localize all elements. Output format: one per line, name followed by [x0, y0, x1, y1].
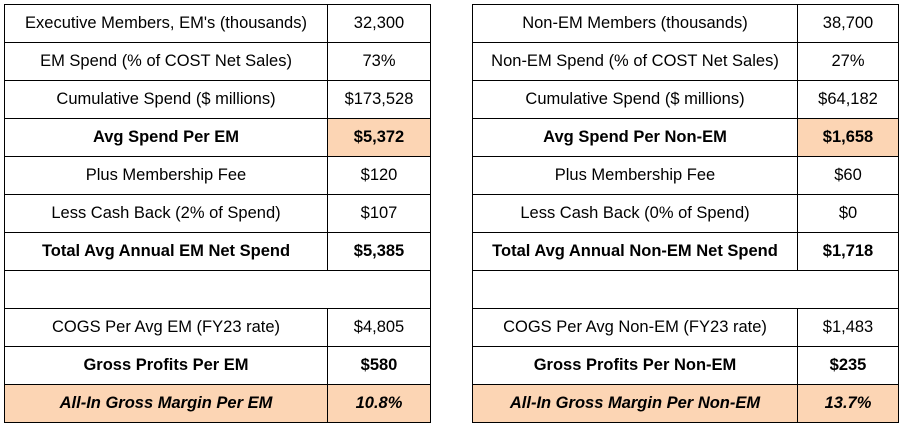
table-row: Cumulative Spend ($ millions) $64,182 [472, 80, 899, 119]
table-row: Plus Membership Fee $120 [4, 156, 431, 195]
table-row: COGS Per Avg Non-EM (FY23 rate) $1,483 [472, 308, 899, 347]
table-row: All-In Gross Margin Per Non-EM 13.7% [472, 384, 899, 423]
non-em-cash-back-value: $0 [797, 194, 899, 233]
table-row: Less Cash Back (2% of Spend) $107 [4, 194, 431, 233]
table-row: COGS Per Avg EM (FY23 rate) $4,805 [4, 308, 431, 347]
table-row: EM Spend (% of COST Net Sales) 73% [4, 42, 431, 81]
table-row: Non-EM Members (thousands) 38,700 [472, 4, 899, 43]
table-row: Plus Membership Fee $60 [472, 156, 899, 195]
non-em-cumulative-spend-value: $64,182 [797, 80, 899, 119]
table-row: Gross Profits Per EM $580 [4, 346, 431, 385]
non-em-spend-pct-label: Non-EM Spend (% of COST Net Sales) [472, 42, 798, 81]
blank-row [4, 270, 431, 309]
em-cogs-value: $4,805 [327, 308, 431, 347]
table-row: Executive Members, EM's (thousands) 32,3… [4, 4, 431, 43]
em-gross-profit-value: $580 [327, 346, 431, 385]
non-em-count-value: 38,700 [797, 4, 899, 43]
em-gross-margin-value: 10.8% [327, 384, 431, 423]
table-row: Cumulative Spend ($ millions) $173,528 [4, 80, 431, 119]
em-avg-spend-label: Avg Spend Per EM [4, 118, 328, 157]
blank-cell [472, 270, 899, 309]
non-em-cumulative-spend-label: Cumulative Spend ($ millions) [472, 80, 798, 119]
non-em-avg-spend-label: Avg Spend Per Non-EM [472, 118, 798, 157]
table-row: Gross Profits Per Non-EM $235 [472, 346, 899, 385]
em-membership-fee-value: $120 [327, 156, 431, 195]
em-cash-back-value: $107 [327, 194, 431, 233]
non-em-spend-pct-value: 27% [797, 42, 899, 81]
blank-row [472, 270, 899, 309]
em-cash-back-label: Less Cash Back (2% of Spend) [4, 194, 328, 233]
non-em-cash-back-label: Less Cash Back (0% of Spend) [472, 194, 798, 233]
non-em-net-spend-value: $1,718 [797, 232, 899, 271]
em-table: Executive Members, EM's (thousands) 32,3… [4, 4, 431, 423]
table-row: Avg Spend Per EM $5,372 [4, 118, 431, 157]
non-em-gross-profit-value: $235 [797, 346, 899, 385]
non-em-gross-profit-label: Gross Profits Per Non-EM [472, 346, 798, 385]
table-row: Avg Spend Per Non-EM $1,658 [472, 118, 899, 157]
em-spend-pct-label: EM Spend (% of COST Net Sales) [4, 42, 328, 81]
non-em-table: Non-EM Members (thousands) 38,700 Non-EM… [472, 4, 899, 423]
em-net-spend-value: $5,385 [327, 232, 431, 271]
non-em-membership-fee-label: Plus Membership Fee [472, 156, 798, 195]
non-em-gross-margin-label: All-In Gross Margin Per Non-EM [472, 384, 798, 423]
em-count-label: Executive Members, EM's (thousands) [4, 4, 328, 43]
table-row: Total Avg Annual Non-EM Net Spend $1,718 [472, 232, 899, 271]
non-em-net-spend-label: Total Avg Annual Non-EM Net Spend [472, 232, 798, 271]
blank-cell [4, 270, 431, 309]
table-row: Non-EM Spend (% of COST Net Sales) 27% [472, 42, 899, 81]
em-cogs-label: COGS Per Avg EM (FY23 rate) [4, 308, 328, 347]
table-row: All-In Gross Margin Per EM 10.8% [4, 384, 431, 423]
em-count-value: 32,300 [327, 4, 431, 43]
table-row: Less Cash Back (0% of Spend) $0 [472, 194, 899, 233]
em-spend-pct-value: 73% [327, 42, 431, 81]
em-gross-margin-label: All-In Gross Margin Per EM [4, 384, 328, 423]
em-gross-profit-label: Gross Profits Per EM [4, 346, 328, 385]
em-membership-fee-label: Plus Membership Fee [4, 156, 328, 195]
non-em-avg-spend-value: $1,658 [797, 118, 899, 157]
non-em-count-label: Non-EM Members (thousands) [472, 4, 798, 43]
em-net-spend-label: Total Avg Annual EM Net Spend [4, 232, 328, 271]
table-row: Total Avg Annual EM Net Spend $5,385 [4, 232, 431, 271]
em-avg-spend-value: $5,372 [327, 118, 431, 157]
non-em-membership-fee-value: $60 [797, 156, 899, 195]
non-em-cogs-label: COGS Per Avg Non-EM (FY23 rate) [472, 308, 798, 347]
non-em-gross-margin-value: 13.7% [797, 384, 899, 423]
non-em-cogs-value: $1,483 [797, 308, 899, 347]
em-cumulative-spend-value: $173,528 [327, 80, 431, 119]
em-cumulative-spend-label: Cumulative Spend ($ millions) [4, 80, 328, 119]
